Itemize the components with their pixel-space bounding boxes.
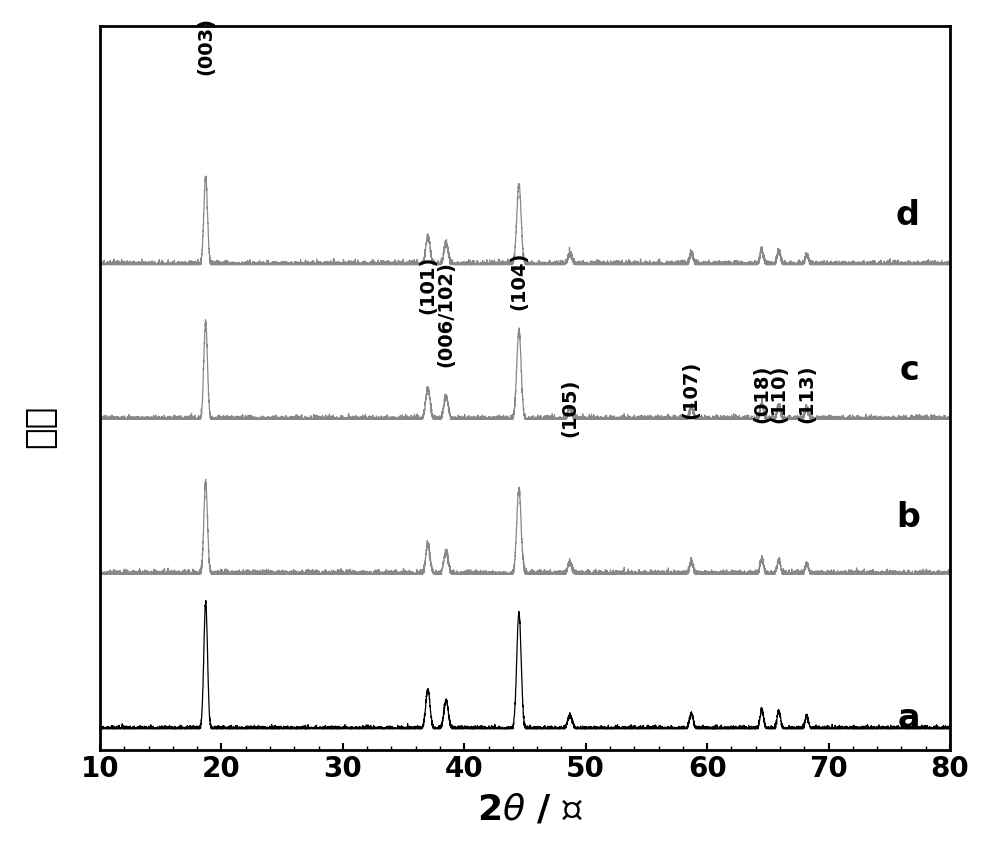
Text: (006/102): (006/102)	[437, 261, 456, 366]
Text: (105): (105)	[560, 378, 579, 437]
Text: (107): (107)	[682, 361, 701, 419]
Text: (003): (003)	[196, 17, 215, 75]
Text: b: b	[896, 501, 920, 534]
Text: (113): (113)	[797, 365, 816, 423]
Text: (104): (104)	[509, 252, 528, 310]
Text: (101): (101)	[418, 256, 437, 314]
Text: (110): (110)	[769, 365, 788, 423]
Text: 强度: 强度	[23, 405, 57, 447]
Text: d: d	[896, 199, 920, 232]
Text: a: a	[897, 701, 920, 734]
Text: c: c	[900, 354, 920, 387]
Text: 2$\theta$ / 度: 2$\theta$ / 度	[477, 792, 583, 826]
Text: (018): (018)	[752, 365, 771, 423]
